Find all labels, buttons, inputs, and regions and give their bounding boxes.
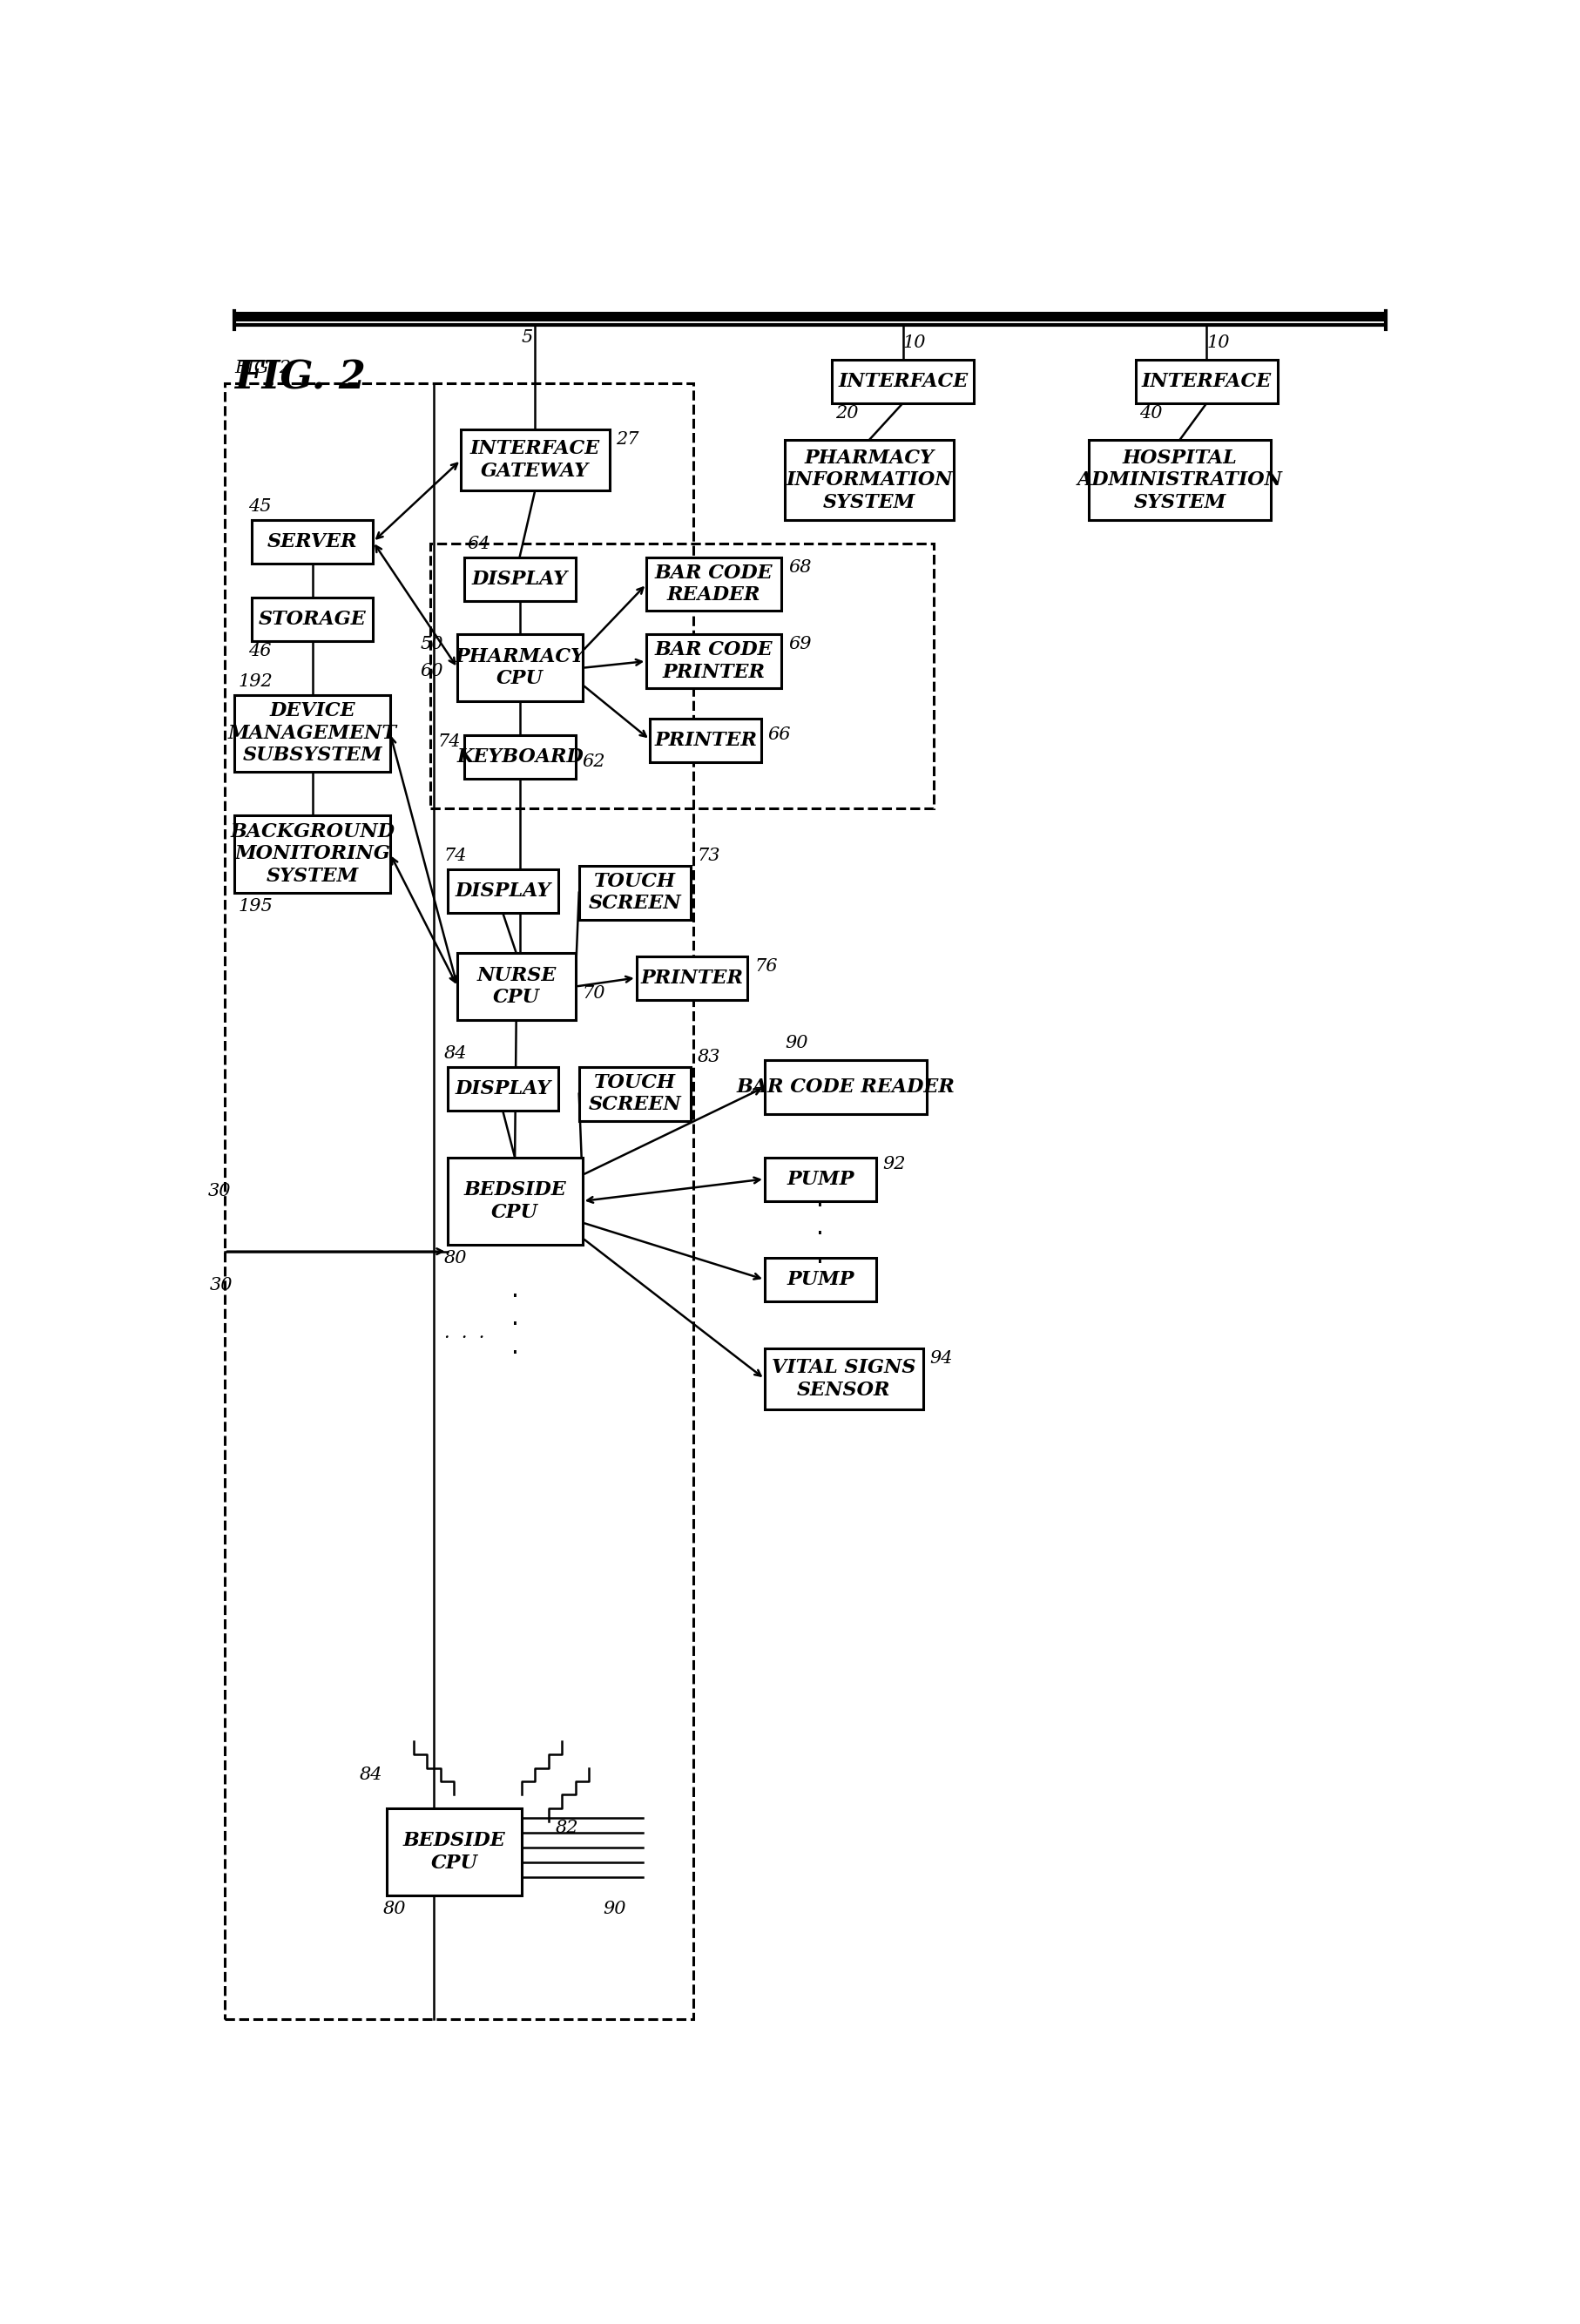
Bar	[784, 439, 953, 521]
Text: 46: 46	[248, 644, 272, 660]
Text: TOUCH
SCREEN: TOUCH SCREEN	[588, 872, 681, 913]
Text: 80: 80	[444, 1250, 466, 1267]
Bar	[457, 953, 575, 1020]
Text: STORAGE: STORAGE	[258, 609, 367, 630]
Text: 73: 73	[697, 848, 720, 865]
Text: FIG. 2: FIG. 2	[234, 360, 367, 397]
Text: INTERFACE: INTERFACE	[1141, 372, 1270, 390]
Bar	[457, 634, 581, 702]
Text: 45: 45	[248, 500, 272, 516]
Text: BAR CODE
PRINTER: BAR CODE PRINTER	[654, 641, 773, 681]
Text: 84: 84	[444, 1046, 466, 1062]
Bar	[387, 1808, 521, 1896]
Text: 60: 60	[420, 662, 444, 679]
Bar	[831, 360, 973, 402]
Text: DISPLAY: DISPLAY	[455, 1078, 551, 1099]
Text: VITAL SIGNS
SENSOR: VITAL SIGNS SENSOR	[771, 1357, 915, 1399]
Bar	[578, 867, 690, 920]
Text: PUMP: PUMP	[787, 1169, 853, 1190]
Bar	[578, 1067, 690, 1120]
Text: 62: 62	[581, 753, 605, 769]
Text: NURSE
CPU: NURSE CPU	[477, 967, 556, 1006]
Text: 10: 10	[1206, 335, 1229, 351]
Text: BAR CODE READER: BAR CODE READER	[736, 1078, 954, 1097]
Text: TOUCH
SCREEN: TOUCH SCREEN	[588, 1074, 681, 1116]
Text: 70: 70	[581, 985, 605, 1002]
Text: DISPLAY: DISPLAY	[455, 881, 551, 899]
Text: BEDSIDE
CPU: BEDSIDE CPU	[463, 1181, 566, 1222]
Text: 64: 64	[468, 535, 490, 553]
Text: 83: 83	[697, 1048, 720, 1064]
Bar	[765, 1257, 875, 1301]
Bar	[765, 1157, 875, 1202]
Text: FIG. 2: FIG. 2	[234, 360, 291, 376]
Text: ·
·
·: · · ·	[815, 1195, 823, 1276]
Text: 20: 20	[836, 404, 858, 421]
Text: KEYBOARD: KEYBOARD	[457, 748, 583, 767]
Bar	[765, 1060, 926, 1113]
Text: 10: 10	[902, 335, 926, 351]
Text: SERVER: SERVER	[267, 532, 357, 551]
Text: 90: 90	[784, 1034, 807, 1053]
Text: 50: 50	[420, 637, 444, 653]
Bar	[637, 955, 747, 999]
Text: BAR CODE
READER: BAR CODE READER	[654, 562, 773, 604]
Text: PRINTER: PRINTER	[640, 969, 743, 988]
Bar	[447, 869, 558, 913]
Bar	[646, 558, 781, 611]
Bar	[465, 734, 575, 779]
Text: ·  ·  ·: · · ·	[444, 1329, 483, 1348]
Text: HOSPITAL
ADMINISTRATION
SYSTEM: HOSPITAL ADMINISTRATION SYSTEM	[1076, 449, 1281, 511]
Bar	[234, 816, 390, 892]
Text: 74: 74	[444, 848, 466, 865]
Text: 74: 74	[438, 734, 460, 751]
Text: 76: 76	[754, 957, 777, 974]
Text: PHARMACY
CPU: PHARMACY CPU	[455, 648, 585, 688]
Bar	[234, 695, 390, 772]
Text: 27: 27	[616, 432, 638, 449]
Bar	[251, 521, 373, 565]
Text: BACKGROUND
MONITORING
SYSTEM: BACKGROUND MONITORING SYSTEM	[231, 823, 395, 885]
Text: 92: 92	[882, 1155, 905, 1174]
Text: PRINTER: PRINTER	[654, 730, 757, 751]
Bar	[224, 383, 694, 2020]
Bar	[430, 544, 932, 809]
Bar	[465, 558, 575, 602]
Bar	[1136, 360, 1277, 402]
Text: 40: 40	[1139, 404, 1161, 421]
Bar	[447, 1067, 558, 1111]
Text: 30: 30	[207, 1183, 231, 1199]
Bar	[649, 718, 762, 762]
Text: 69: 69	[788, 637, 811, 653]
Text: PHARMACY
INFORMATION
SYSTEM: PHARMACY INFORMATION SYSTEM	[785, 449, 953, 511]
Bar	[765, 1348, 923, 1408]
Text: DISPLAY: DISPLAY	[472, 569, 567, 588]
Text: 94: 94	[929, 1350, 953, 1367]
Text: 192: 192	[239, 674, 273, 690]
Text: 195: 195	[239, 897, 273, 913]
Text: ·
·
·: · · ·	[510, 1285, 518, 1367]
Text: 80: 80	[382, 1901, 406, 1917]
Text: 84: 84	[359, 1766, 382, 1783]
Text: PUMP: PUMP	[787, 1271, 853, 1290]
Text: 30: 30	[210, 1276, 232, 1292]
Bar	[646, 634, 781, 688]
Text: 5: 5	[521, 330, 532, 346]
Text: 68: 68	[788, 560, 811, 576]
Bar	[251, 597, 373, 641]
Text: 82: 82	[555, 1820, 578, 1836]
Text: 90: 90	[602, 1901, 626, 1917]
Bar	[1089, 439, 1270, 521]
Bar	[447, 1157, 581, 1246]
Text: DEVICE
MANAGEMENT
SUBSYSTEM: DEVICE MANAGEMENT SUBSYSTEM	[228, 702, 397, 765]
Bar	[461, 430, 608, 490]
Text: BEDSIDE
CPU: BEDSIDE CPU	[403, 1831, 506, 1873]
Text: INTERFACE: INTERFACE	[837, 372, 967, 390]
Text: 66: 66	[768, 727, 790, 744]
Text: INTERFACE
GATEWAY: INTERFACE GATEWAY	[469, 439, 600, 481]
